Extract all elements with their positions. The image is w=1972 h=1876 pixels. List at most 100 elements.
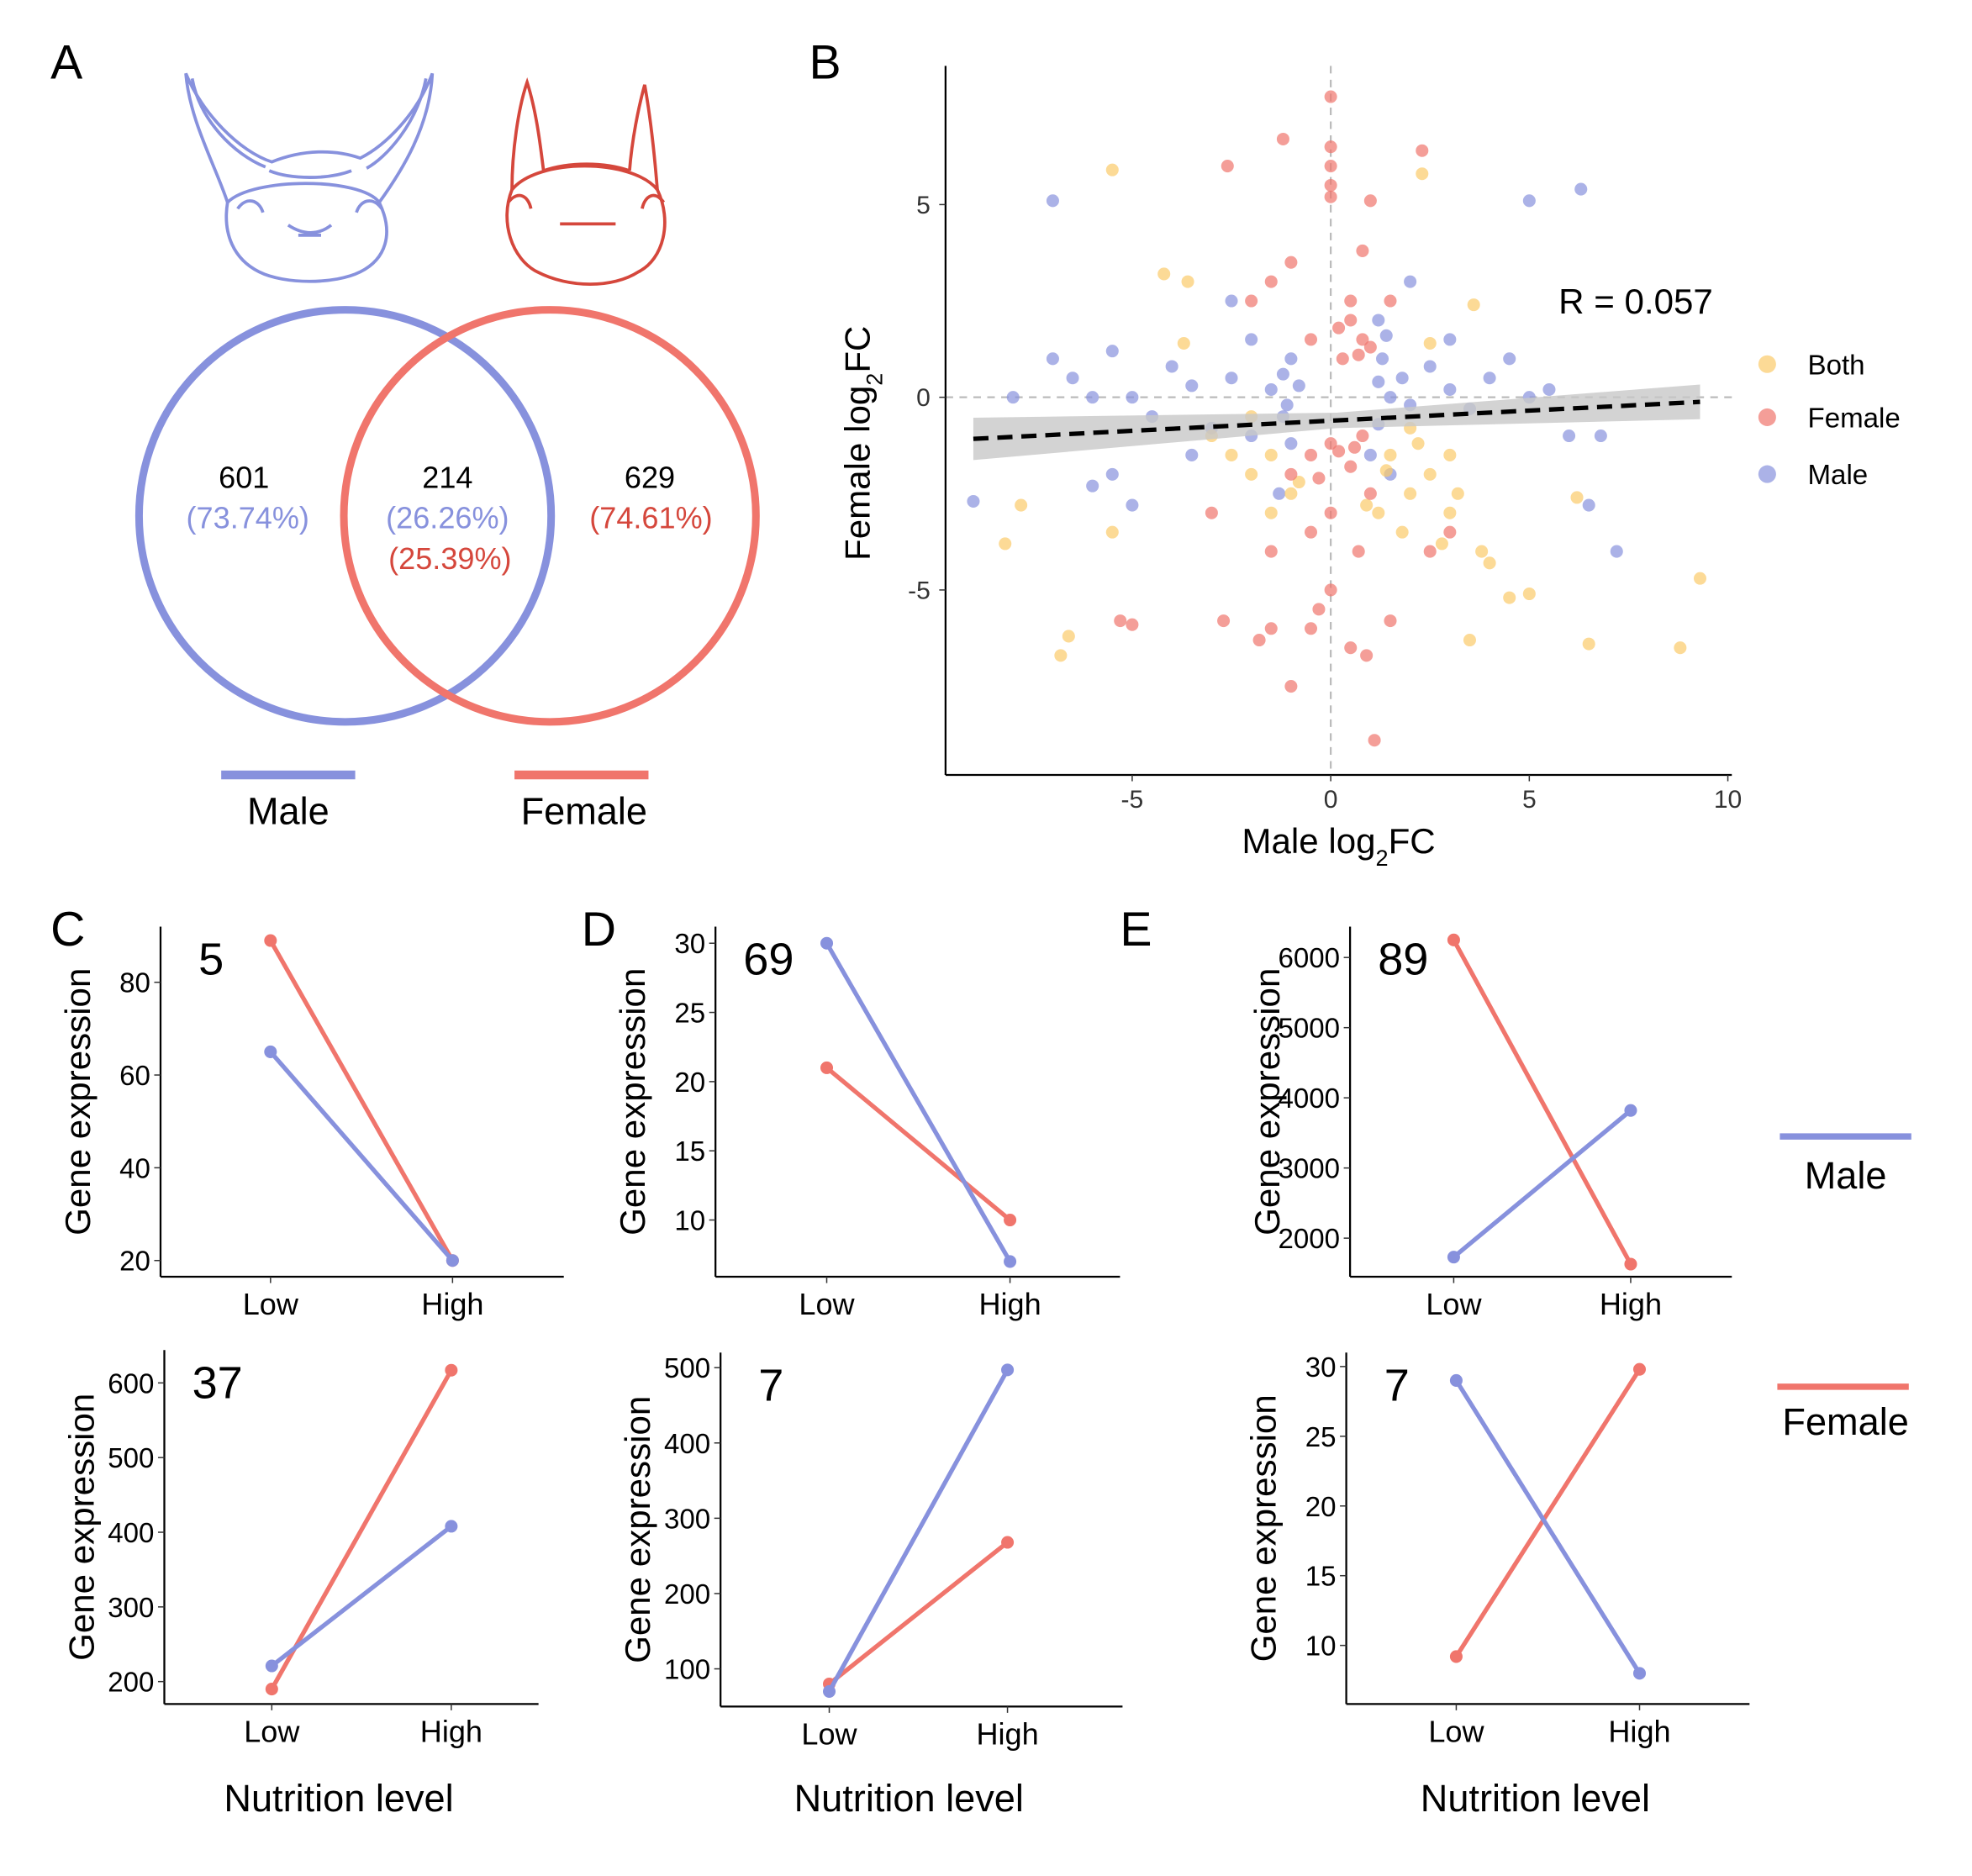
venn-circle-male xyxy=(134,306,556,726)
series-line-male xyxy=(1452,1109,1632,1259)
x-tick-label: High xyxy=(978,1287,1041,1321)
scatter-point-female xyxy=(1276,132,1289,145)
y-tick-label: 20 xyxy=(1305,1492,1337,1523)
scatter-point-male xyxy=(1363,448,1377,461)
legend-male-label: Male xyxy=(1805,1154,1887,1197)
scatter-point-female xyxy=(1304,525,1318,539)
x-tick-label: 5 xyxy=(1522,786,1537,814)
scatter-point-female xyxy=(1332,321,1346,335)
scatter-point-female xyxy=(1368,734,1381,747)
scatter-point-male xyxy=(1443,382,1457,397)
scatter-point-female xyxy=(1384,614,1397,628)
gene-count-label: 7 xyxy=(758,1360,783,1410)
scatter-point-female xyxy=(1347,440,1361,454)
series-line-male xyxy=(827,1368,1010,1693)
scatter-point-male xyxy=(1582,498,1595,512)
scatter-point-male xyxy=(1372,314,1385,327)
scatter-point-both xyxy=(1416,167,1429,181)
scatter-point-male xyxy=(1165,360,1178,373)
scatter-point-male xyxy=(1046,194,1059,208)
scatter-point-female xyxy=(1423,545,1437,558)
data-point-male xyxy=(1001,1363,1015,1377)
scatter-point-both xyxy=(1503,591,1516,604)
scatter-point-male xyxy=(1284,437,1298,451)
scatter-point-female xyxy=(1344,294,1358,308)
panel-label-c: C xyxy=(50,903,85,956)
scatter-point-male xyxy=(1105,467,1119,481)
scatter-point-female xyxy=(1284,680,1298,693)
data-point-female xyxy=(1632,1362,1647,1376)
scatter-point-both xyxy=(1522,587,1536,601)
y-tick-label: 25 xyxy=(674,999,705,1030)
y-axis-label: Gene expression xyxy=(58,968,98,1236)
female-only-pct: (74.61%) xyxy=(589,501,712,535)
x-axis-label: Nutrition level xyxy=(794,1777,1024,1820)
scatter-point-both xyxy=(1435,537,1448,551)
scatter-point-male xyxy=(1563,429,1576,443)
line-chart-c-top: 20 40 60 80 Low High 5 Gene expression xyxy=(58,926,564,1321)
scatter-point-male xyxy=(1284,352,1298,366)
scatter-point-male xyxy=(1185,448,1199,461)
x-axis-label: Nutrition level xyxy=(224,1777,453,1820)
scatter-point-male xyxy=(1086,479,1099,493)
venn-diagram: 601 (73.74%) 214 (26.26%) (25.39%) 629 (… xyxy=(134,306,760,833)
data-point-male xyxy=(264,1045,277,1058)
scatter-point-male xyxy=(1273,487,1286,500)
scatter-point-female xyxy=(1332,445,1346,458)
scatter-plot: -5 0 5 10 -5 0 5 Male log2FC Female log2FC R = 0.… xyxy=(838,66,1901,871)
scatter-point-male xyxy=(1066,372,1079,385)
legend-label-female: Female xyxy=(1808,403,1901,434)
panel-label-e: E xyxy=(1120,903,1152,956)
legend-female-label: Female xyxy=(1782,1400,1908,1443)
y-tick-label: 6000 xyxy=(1278,943,1340,974)
data-point-male xyxy=(820,936,834,950)
male-only-pct: (73.74%) xyxy=(187,501,309,535)
y-tick-label: 20 xyxy=(674,1067,705,1099)
scatter-point-female xyxy=(1356,333,1369,346)
y-tick-label: 2000 xyxy=(1278,1224,1340,1255)
female-only-count: 629 xyxy=(625,461,675,495)
scatter-point-male xyxy=(1404,275,1417,288)
scatter-point-both xyxy=(1411,437,1425,451)
x-tick-label: High xyxy=(420,1714,482,1748)
data-point-female xyxy=(264,934,277,947)
gene-count-label: 89 xyxy=(1378,935,1428,985)
panel-label-a: A xyxy=(50,35,82,89)
scatter-point-female xyxy=(1304,448,1318,461)
scatter-point-female xyxy=(1324,583,1337,597)
scatter-point-male xyxy=(1245,333,1258,346)
data-point-female xyxy=(1624,1257,1637,1271)
scatter-point-male xyxy=(1395,372,1409,385)
scatter-point-both xyxy=(1015,498,1028,512)
scatter-point-male xyxy=(1006,391,1020,404)
y-tick-label: 3000 xyxy=(1278,1154,1340,1185)
scatter-point-female xyxy=(1384,294,1397,308)
scatter-point-male xyxy=(1376,352,1389,366)
series-line-female xyxy=(827,1540,1010,1686)
line-chart-c-bottom: 200 300 400 500 600 Low High 37 Gene expression N… xyxy=(61,1350,539,1820)
scatter-point-both xyxy=(1674,641,1687,655)
scatter-point-male xyxy=(1225,294,1238,308)
scatter-point-both xyxy=(1157,267,1171,281)
regression-line xyxy=(973,399,1700,441)
series-line-male xyxy=(270,1524,453,1668)
y-tick-label: 500 xyxy=(664,1353,710,1384)
y-tick-label: 4000 xyxy=(1278,1083,1340,1115)
scatter-point-female xyxy=(1324,178,1337,192)
scatter-point-female xyxy=(1356,244,1369,257)
scatter-point-male xyxy=(1423,360,1437,373)
line-chart-d-bottom: 100 200 300 400 500 Low High 7 Gene expression Nu… xyxy=(618,1352,1123,1820)
scatter-point-male xyxy=(1276,367,1289,381)
y-axis-label: Female log2FC xyxy=(838,326,888,561)
x-tick-label: Low xyxy=(799,1287,855,1321)
scatter-point-both xyxy=(1443,448,1457,461)
legend-key-male xyxy=(1758,465,1776,483)
scatter-point-both xyxy=(1693,572,1706,585)
scatter-point-female xyxy=(1284,467,1298,481)
data-point-female xyxy=(1449,1650,1463,1663)
scatter-point-female xyxy=(1324,160,1337,173)
scatter-point-both xyxy=(1423,336,1437,350)
legend-key-both xyxy=(1758,355,1776,373)
x-tick-label: 10 xyxy=(1714,786,1742,814)
